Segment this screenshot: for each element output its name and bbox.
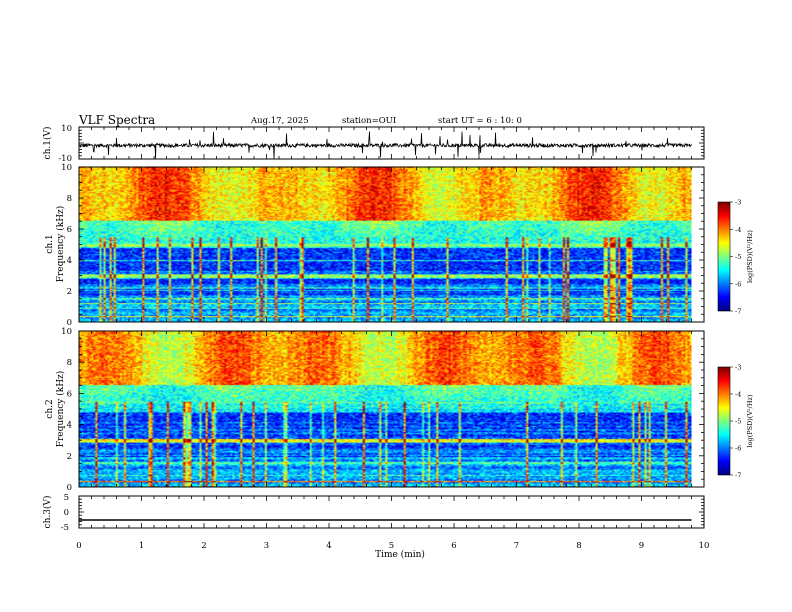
ch1-colorbar: -7 -6 -5 -4 -3 log(PSD)(V²/Hz) xyxy=(717,199,754,316)
colorbar-tick-label: -5 xyxy=(735,253,741,261)
ch3-waveform-ylabel: ch.3(V) xyxy=(42,496,53,529)
x-tick-label: 4 xyxy=(326,541,331,551)
frequency-tick-label: 0 xyxy=(67,483,72,493)
ch1-ytick-top: 10 xyxy=(61,124,72,134)
x-tick-label: 7 xyxy=(514,541,519,551)
frequency-tick-label: 4 xyxy=(67,421,72,431)
x-tick-label: 10 xyxy=(699,541,710,551)
frequency-tick-label: 8 xyxy=(67,194,72,204)
start-time-label: start UT = 6 : 10: 0 xyxy=(438,116,522,126)
ch1-waveform-panel: 10 -10 ch.1(V) xyxy=(42,124,705,164)
colorbar-label: log(PSD)(V²/Hz) xyxy=(746,230,754,283)
station-label: station=OUI xyxy=(342,116,396,126)
frequency-tick-label: 2 xyxy=(67,452,72,462)
colorbar-tick-label: -3 xyxy=(735,364,741,372)
colorbar-tick-label: -4 xyxy=(735,391,741,399)
figure-title: VLF Spectra xyxy=(78,113,155,127)
frequency-tick-label: 10 xyxy=(61,163,72,173)
x-tick-label: 5 xyxy=(389,541,394,551)
colorbar-tick-label: -4 xyxy=(735,226,741,234)
x-tick-label: 0 xyxy=(76,541,81,551)
x-axis-label: Time (min) xyxy=(375,549,425,560)
ch3-waveform-panel: 5 0 -5 ch.3(V) xyxy=(42,493,705,533)
colorbar-tick-label: -5 xyxy=(735,418,741,426)
colorbar-tick-label: -6 xyxy=(735,280,741,288)
ch2-frequency-ylabel: Frequency (kHz) xyxy=(55,371,66,448)
ch2-spectrogram-ylabel: ch.2 xyxy=(45,399,55,418)
colorbar-gradient xyxy=(718,202,730,311)
x-tick-label: 8 xyxy=(576,541,581,551)
ch2-spectrogram-panel: 0 2 4 6 8 10 ch.2 Frequency (kHz) xyxy=(45,327,705,493)
x-tick-label: 6 xyxy=(451,541,456,551)
ch1-waveform-ylabel: ch.1(V) xyxy=(42,127,53,160)
x-tick-label: 3 xyxy=(264,541,269,551)
ch3-ytick-top: 5 xyxy=(64,493,69,503)
colorbar-tick-label: -7 xyxy=(735,472,741,480)
x-axis-tick-labels: 0 1 2 3 4 5 6 7 8 9 10 xyxy=(76,541,709,551)
ch1-spectrogram-ylabel: ch.1 xyxy=(45,234,55,253)
colorbar-label: log(PSD)(V²/Hz) xyxy=(746,394,754,447)
ch1-spectrogram-panel: 0 2 4 6 8 10 ch.1 Frequency (kHz) xyxy=(45,163,705,328)
ch3-ytick-bottom: -5 xyxy=(61,523,69,533)
x-tick-label: 1 xyxy=(139,541,144,551)
frequency-tick-label: 0 xyxy=(67,318,72,328)
ch1-waveform-trace xyxy=(79,131,692,159)
date-label: Aug.17, 2025 xyxy=(250,116,309,126)
frequency-tick-label: 6 xyxy=(67,225,72,235)
ch1-frequency-ylabel: Frequency (kHz) xyxy=(55,206,66,283)
ch3-ytick-middle: 0 xyxy=(64,508,69,518)
frequency-tick-label: 2 xyxy=(67,287,72,297)
colorbar-tick-label: -6 xyxy=(735,445,741,453)
ch1-spectrogram-image xyxy=(79,167,692,322)
colorbar-tick-label: -3 xyxy=(735,199,741,207)
frequency-tick-label: 10 xyxy=(61,327,72,337)
colorbar-gradient xyxy=(718,367,730,475)
ch1-ytick-bottom: -10 xyxy=(58,154,72,164)
frequency-tick-label: 4 xyxy=(67,256,72,266)
frequency-tick-label: 6 xyxy=(67,389,72,399)
ch2-spectrogram-image xyxy=(79,331,692,487)
x-tick-label: 9 xyxy=(639,541,644,551)
frequency-tick-label: 8 xyxy=(67,358,72,368)
ch2-colorbar: -7 -6 -5 -4 -3 log(PSD)(V²/Hz) xyxy=(717,364,754,480)
colorbar-tick-label: -7 xyxy=(735,308,741,316)
x-tick-label: 2 xyxy=(201,541,206,551)
